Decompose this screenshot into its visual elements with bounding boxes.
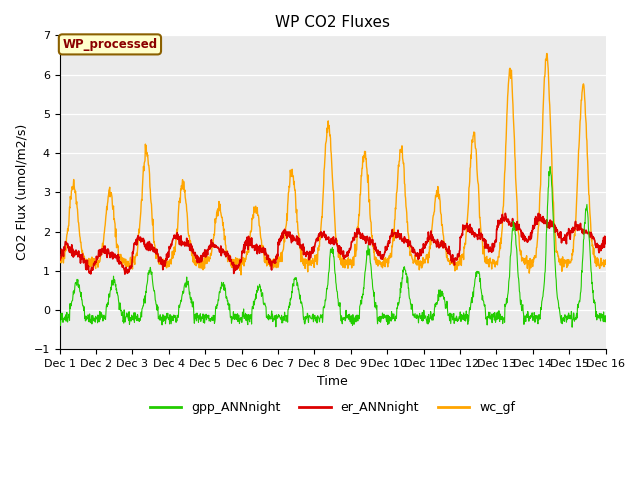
wc_gf: [164, 261, 172, 267]
wc_gf: [237, 272, 245, 278]
gpp_ANNnight: [164, 311, 172, 316]
er_ANNnight: [177, 243, 185, 249]
wc_gf: [602, 257, 609, 263]
er_ANNnight: [538, 215, 545, 220]
er_ANNnight: [121, 271, 129, 277]
Y-axis label: CO2 Flux (umol/m2/s): CO2 Flux (umol/m2/s): [15, 124, 28, 261]
wc_gf: [418, 265, 426, 271]
wc_gf: [537, 161, 545, 167]
gpp_ANNnight: [537, 305, 545, 311]
gpp_ANNnight: [568, 324, 576, 330]
Title: WP CO2 Fluxes: WP CO2 Fluxes: [275, 15, 390, 30]
gpp_ANNnight: [602, 319, 609, 324]
er_ANNnight: [502, 210, 509, 216]
Line: wc_gf: wc_gf: [60, 53, 605, 275]
er_ANNnight: [239, 250, 246, 256]
Line: gpp_ANNnight: gpp_ANNnight: [60, 167, 605, 327]
wc_gf: [56, 259, 63, 264]
wc_gf: [543, 50, 551, 56]
gpp_ANNnight: [238, 319, 246, 325]
er_ANNnight: [418, 249, 426, 254]
er_ANNnight: [602, 240, 609, 245]
gpp_ANNnight: [547, 164, 554, 169]
wc_gf: [239, 261, 246, 267]
gpp_ANNnight: [177, 297, 185, 303]
gpp_ANNnight: [56, 318, 63, 324]
er_ANNnight: [489, 247, 497, 253]
er_ANNnight: [56, 255, 63, 261]
er_ANNnight: [164, 249, 172, 255]
wc_gf: [489, 257, 497, 263]
gpp_ANNnight: [488, 312, 496, 317]
X-axis label: Time: Time: [317, 374, 348, 387]
wc_gf: [177, 187, 185, 193]
Line: er_ANNnight: er_ANNnight: [60, 213, 605, 274]
Legend: gpp_ANNnight, er_ANNnight, wc_gf: gpp_ANNnight, er_ANNnight, wc_gf: [145, 396, 520, 420]
gpp_ANNnight: [417, 313, 425, 319]
Text: WP_processed: WP_processed: [62, 38, 157, 51]
